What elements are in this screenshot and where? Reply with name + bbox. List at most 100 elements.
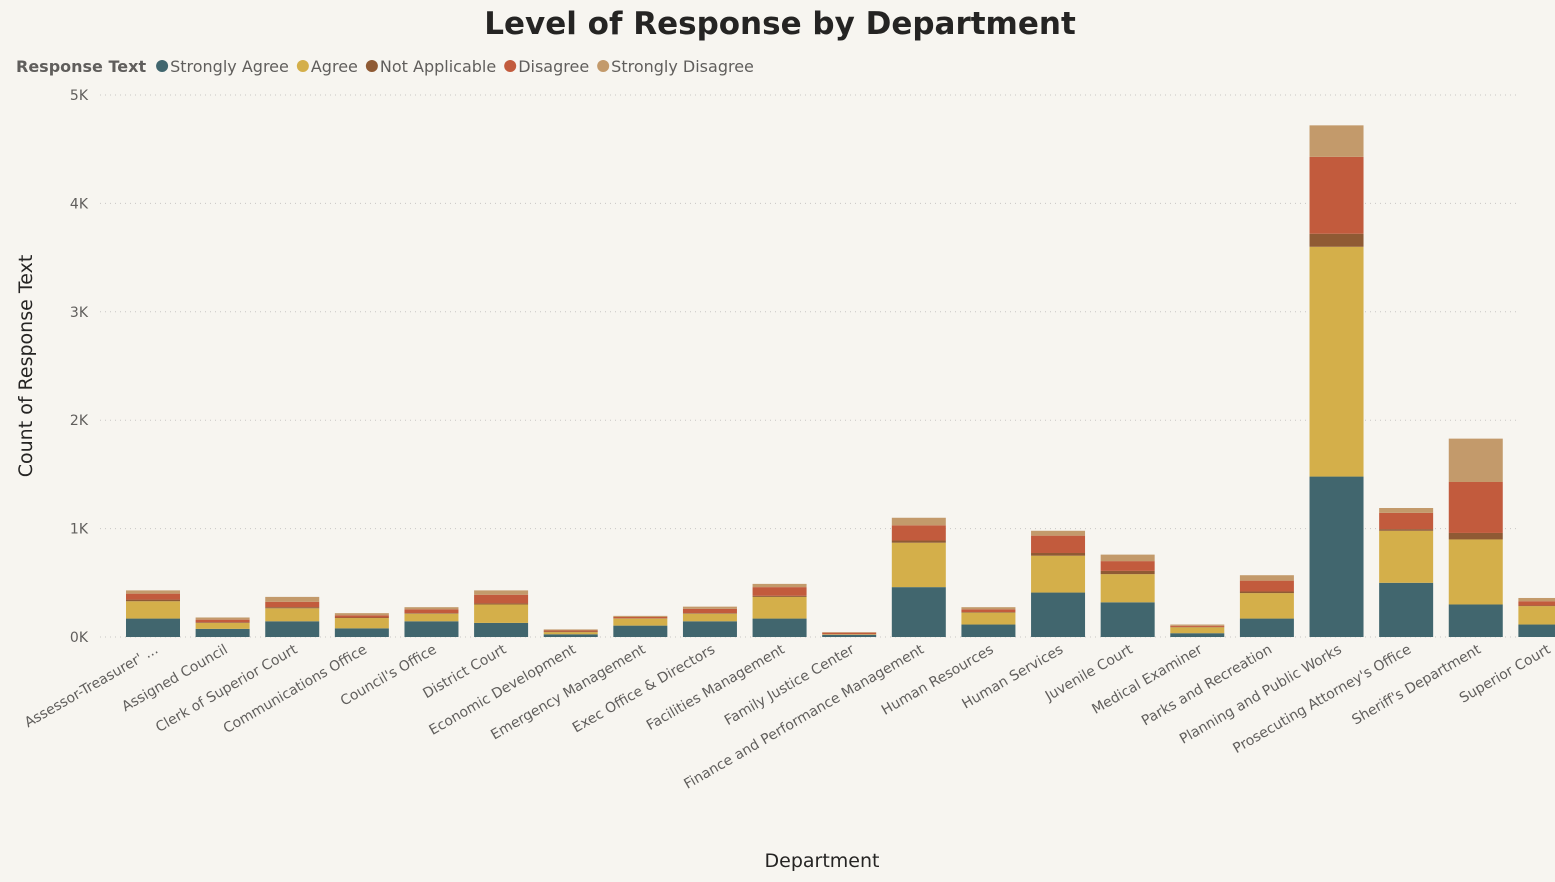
legend-item-strongly-agree[interactable]: Strongly Agree — [156, 57, 289, 76]
bar-strongly-disagree[interactable] — [265, 596, 320, 602]
bar-stack-economic-development[interactable] — [543, 629, 598, 637]
legend-item-not-applicable[interactable]: Not Applicable — [365, 57, 496, 76]
bar-disagree[interactable] — [1309, 156, 1364, 234]
bar-stack-exec-office-directors[interactable] — [682, 606, 737, 637]
bar-strongly-agree[interactable] — [543, 634, 598, 637]
bar-strongly-disagree[interactable] — [1448, 438, 1503, 482]
bar-disagree[interactable] — [1031, 535, 1086, 553]
bar-stack-medical-examiner[interactable] — [1170, 624, 1225, 637]
bar-not-applicable[interactable] — [752, 595, 807, 597]
bar-disagree[interactable] — [961, 609, 1016, 613]
bar-stack-juvenile-court[interactable] — [1100, 554, 1155, 637]
bar-strongly-agree[interactable] — [961, 624, 1016, 637]
bar-disagree[interactable] — [1518, 601, 1555, 606]
bar-strongly-agree[interactable] — [613, 625, 668, 637]
bar-agree[interactable] — [1031, 555, 1086, 593]
bar-strongly-disagree[interactable] — [195, 617, 250, 620]
bar-disagree[interactable] — [195, 619, 250, 623]
bar-not-applicable[interactable] — [682, 613, 737, 614]
bar-strongly-agree[interactable] — [334, 628, 389, 637]
bar-strongly-agree[interactable] — [195, 628, 250, 637]
bar-stack-assessor-treasurer[interactable] — [126, 590, 180, 637]
bar-strongly-disagree[interactable] — [752, 583, 807, 588]
bar-strongly-disagree[interactable] — [961, 607, 1016, 610]
bar-agree[interactable] — [265, 608, 320, 622]
bars[interactable] — [126, 125, 1555, 637]
bar-strongly-disagree[interactable] — [1100, 554, 1155, 562]
bar-disagree[interactable] — [126, 593, 180, 600]
bar-strongly-agree[interactable] — [1379, 582, 1434, 637]
bar-strongly-agree[interactable] — [822, 634, 877, 637]
legend[interactable]: Response Text Strongly Agree Agree Not App… — [16, 57, 754, 76]
bar-strongly-agree[interactable] — [1309, 476, 1364, 637]
bar-strongly-disagree[interactable] — [474, 590, 529, 595]
bar-agree[interactable] — [1448, 539, 1503, 605]
bar-agree[interactable] — [195, 622, 250, 629]
bar-strongly-disagree[interactable] — [334, 613, 389, 616]
bar-not-applicable[interactable] — [404, 613, 459, 614]
bar-not-applicable[interactable] — [1518, 605, 1555, 607]
legend-item-agree[interactable]: Agree — [296, 57, 358, 76]
bar-stack-prosecuting-attorney-s-office[interactable] — [1379, 508, 1434, 637]
bar-disagree[interactable] — [891, 525, 946, 541]
bar-stack-clerk-of-superior-court[interactable] — [265, 596, 320, 637]
bar-not-applicable[interactable] — [961, 612, 1016, 613]
bar-stack-planning-and-public-works[interactable] — [1309, 125, 1364, 637]
bar-strongly-disagree[interactable] — [613, 615, 668, 617]
bar-disagree[interactable] — [1239, 580, 1294, 592]
bar-not-applicable[interactable] — [543, 631, 598, 633]
bar-stack-district-court[interactable] — [474, 590, 529, 637]
bar-stack-sheriff-s-department[interactable] — [1448, 438, 1503, 637]
bar-strongly-disagree[interactable] — [1170, 624, 1225, 626]
bar-strongly-disagree[interactable] — [891, 517, 946, 526]
bar-stack-communications-office[interactable] — [334, 613, 389, 637]
bar-stack-human-resources[interactable] — [961, 607, 1016, 637]
bar-agree[interactable] — [543, 632, 598, 635]
bar-not-applicable[interactable] — [1100, 570, 1155, 575]
bar-stack-emergency-management[interactable] — [613, 615, 668, 637]
bar-stack-finance-and-performance-management[interactable] — [891, 517, 946, 637]
bar-agree[interactable] — [1170, 627, 1225, 634]
bar-disagree[interactable] — [682, 608, 737, 614]
bar-strongly-agree[interactable] — [1448, 604, 1503, 637]
bar-strongly-disagree[interactable] — [543, 629, 598, 631]
bar-strongly-disagree[interactable] — [1309, 125, 1364, 157]
bar-agree[interactable] — [1239, 593, 1294, 619]
bar-agree[interactable] — [613, 618, 668, 626]
bar-strongly-agree[interactable] — [404, 621, 459, 637]
bar-disagree[interactable] — [752, 587, 807, 596]
bar-agree[interactable] — [1100, 574, 1155, 603]
bar-stack-assigned-council[interactable] — [195, 617, 250, 637]
bar-agree[interactable] — [126, 601, 180, 619]
bar-agree[interactable] — [1518, 606, 1555, 625]
bar-disagree[interactable] — [265, 601, 320, 608]
bar-stack-superior-court[interactable] — [1518, 597, 1555, 637]
bar-strongly-agree[interactable] — [752, 618, 807, 637]
bar-agree[interactable] — [961, 612, 1016, 625]
bar-strongly-disagree[interactable] — [1239, 575, 1294, 581]
bar-strongly-disagree[interactable] — [1379, 508, 1434, 513]
bar-disagree[interactable] — [1448, 481, 1503, 533]
bar-not-applicable[interactable] — [265, 607, 320, 609]
bar-not-applicable[interactable] — [891, 540, 946, 543]
bar-disagree[interactable] — [334, 615, 389, 618]
bar-strongly-disagree[interactable] — [1518, 597, 1555, 602]
bar-not-applicable[interactable] — [1379, 529, 1434, 531]
bar-disagree[interactable] — [543, 630, 598, 632]
bar-stack-human-services[interactable] — [1031, 530, 1086, 637]
bar-strongly-agree[interactable] — [474, 622, 529, 637]
bar-strongly-disagree[interactable] — [822, 632, 877, 633]
bar-strongly-disagree[interactable] — [682, 606, 737, 609]
bar-strongly-disagree[interactable] — [404, 607, 459, 610]
bar-not-applicable[interactable] — [1309, 233, 1364, 247]
bar-strongly-agree[interactable] — [891, 587, 946, 637]
bar-stack-parks-and-recreation[interactable] — [1239, 575, 1294, 637]
bar-strongly-agree[interactable] — [265, 621, 320, 637]
bar-strongly-disagree[interactable] — [126, 590, 180, 594]
bar-strongly-disagree[interactable] — [1031, 530, 1086, 536]
bar-strongly-agree[interactable] — [682, 621, 737, 637]
bar-disagree[interactable] — [474, 594, 529, 604]
legend-item-strongly-disagree[interactable]: Strongly Disagree — [597, 57, 754, 76]
bar-not-applicable[interactable] — [126, 599, 180, 602]
bar-agree[interactable] — [682, 613, 737, 622]
